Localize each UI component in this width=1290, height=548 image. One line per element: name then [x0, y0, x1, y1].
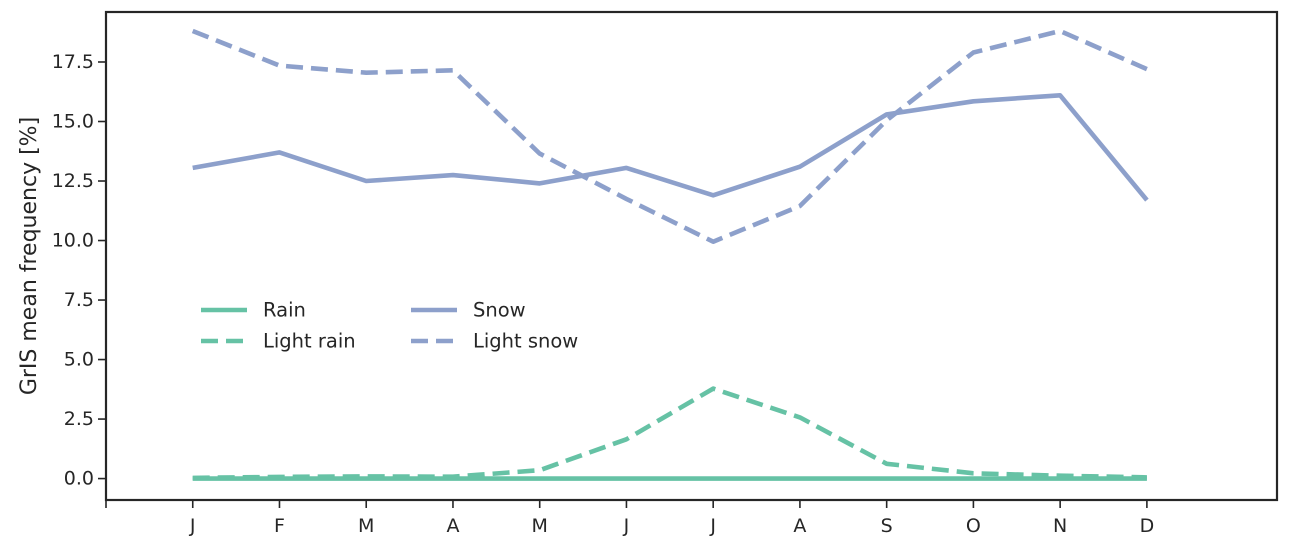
plot-frame [104, 10, 1279, 502]
y-tick-label: 0.0 [64, 468, 94, 490]
y-tick-label: 7.5 [64, 289, 94, 311]
x-tick-label: J [709, 515, 716, 537]
x-tick-label: A [446, 515, 459, 537]
x-tick-label: O [966, 515, 981, 537]
legend: Rain Light rain Snow Light snow [201, 299, 578, 353]
x-tick-label: D [1140, 515, 1155, 537]
x-tick-label: M [358, 515, 374, 537]
x-tick-label: J [189, 515, 196, 537]
y-tick-label: 12.5 [52, 170, 94, 192]
y-tick-label: 2.5 [64, 408, 94, 430]
y-tick-label: 5.0 [64, 349, 94, 371]
legend-label-light-snow: Light snow [473, 330, 578, 353]
y-axis: 0.0 2.5 5.0 7.5 10.0 12.5 15.0 17.5 [52, 51, 106, 490]
legend-label-snow: Snow [473, 299, 526, 322]
y-tick-label: 10.0 [52, 230, 94, 252]
series-line-snow [192, 93, 1149, 202]
x-tick-label: J [623, 515, 630, 537]
y-tick-label: 17.5 [52, 51, 94, 73]
x-tick-label: M [532, 515, 548, 537]
x-tick-label: F [274, 515, 285, 537]
legend-label-rain: Rain [263, 299, 306, 322]
y-tick-label: 15.0 [52, 111, 94, 133]
series-line-light-snow [191, 28, 1148, 244]
y-axis-label: GrIS mean frequency [%] [17, 117, 42, 395]
series-layer [191, 28, 1149, 481]
x-tick-label: N [1053, 515, 1067, 537]
legend-label-light-rain: Light rain [263, 330, 356, 353]
x-tick-label: A [793, 515, 806, 537]
x-tick-label: S [881, 515, 893, 537]
